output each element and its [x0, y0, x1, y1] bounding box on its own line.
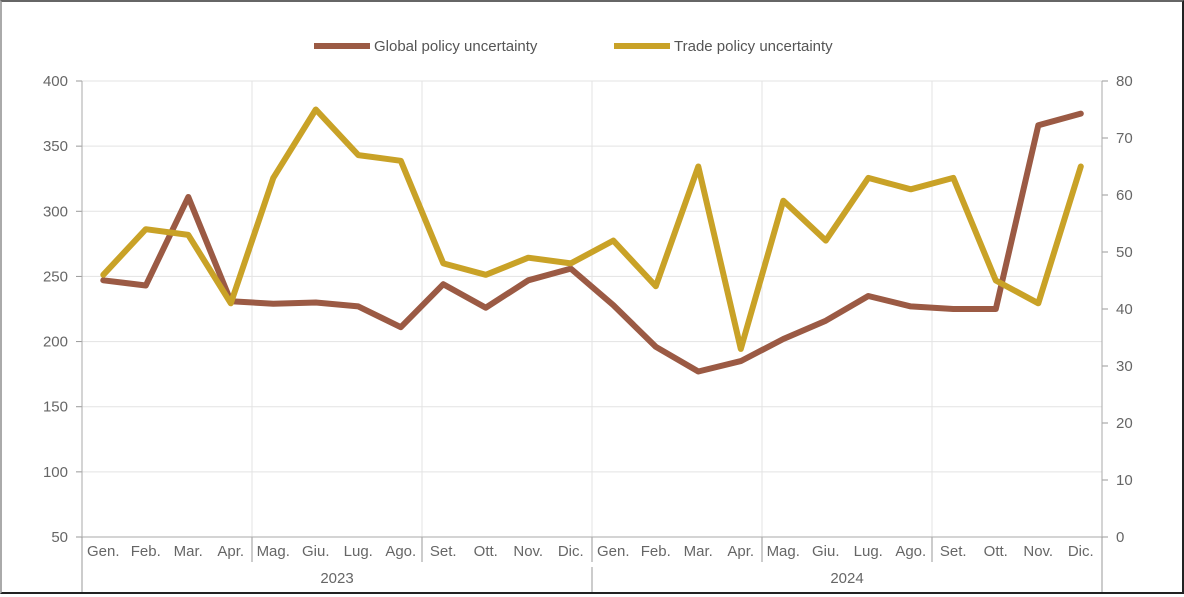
y-left-tick-label: 300	[43, 203, 68, 220]
x-tick-label: Mag.	[767, 543, 800, 560]
x-tick-label: Ago.	[895, 543, 926, 560]
y-left-tick-label: 150	[43, 399, 68, 416]
y-left-tick-label: 200	[43, 334, 68, 351]
y-right-tick-label: 50	[1116, 244, 1133, 261]
y-left-tick-label: 250	[43, 268, 68, 285]
x-tick-label: Mar.	[174, 543, 203, 560]
y-right-tick-label: 70	[1116, 130, 1133, 147]
axes: 50 100 150 200 250 300 350 400 0 10 20 30 40 50 60 70 80…	[43, 73, 1133, 592]
legend-label: Trade policy uncertainty	[674, 38, 833, 55]
x-tick-label: Giu.	[812, 543, 840, 560]
y-right-tick-label: 30	[1116, 358, 1133, 375]
y-left-tick-label: 350	[43, 138, 68, 155]
x-tick-label: Lug.	[344, 543, 373, 560]
y-right-tick-label: 80	[1116, 73, 1133, 90]
x-tick-label: Feb.	[641, 543, 671, 560]
x-tick-label: Ago.	[385, 543, 416, 560]
x-tick-label: Gen.	[597, 543, 630, 560]
y-right-tick-label: 0	[1116, 529, 1124, 546]
x-tick-label: Set.	[430, 543, 457, 560]
x-tick-label: Mar.	[684, 543, 713, 560]
series-lines	[100, 106, 1084, 375]
y-right-tick-label: 20	[1116, 415, 1133, 432]
y-right-tick-label: 10	[1116, 472, 1133, 489]
y-left-tick-label: 100	[43, 464, 68, 481]
x-tick-label: Giu.	[302, 543, 330, 560]
x-tick-label: Lug.	[854, 543, 883, 560]
year-label: 2024	[830, 570, 863, 587]
x-tick-label: Dic.	[1068, 543, 1094, 560]
series-line-trade-policy-uncertainty	[100, 106, 1084, 352]
y-left-tick-label: 50	[51, 529, 68, 546]
x-tick-label: Apr.	[727, 543, 754, 560]
y-right-tick-label: 60	[1116, 187, 1133, 204]
year-label: 2023	[320, 570, 353, 587]
x-tick-label: Ott.	[984, 543, 1008, 560]
x-tick-label: Dic.	[558, 543, 584, 560]
x-tick-label: Mag.	[257, 543, 290, 560]
x-tick-label: Nov.	[513, 543, 543, 560]
legend: Global policy uncertainty Trade policy un…	[314, 38, 833, 55]
series-line-global-policy-uncertainty	[100, 110, 1084, 375]
y-right-tick-label: 40	[1116, 301, 1133, 318]
x-tick-label: Nov.	[1023, 543, 1053, 560]
x-tick-label: Apr.	[217, 543, 244, 560]
y-left-tick-label: 400	[43, 73, 68, 90]
x-tick-label: Feb.	[131, 543, 161, 560]
x-tick-label: Gen.	[87, 543, 120, 560]
x-tick-label: Set.	[940, 543, 967, 560]
x-tick-label: Ott.	[474, 543, 498, 560]
legend-label: Global policy uncertainty	[374, 38, 538, 55]
